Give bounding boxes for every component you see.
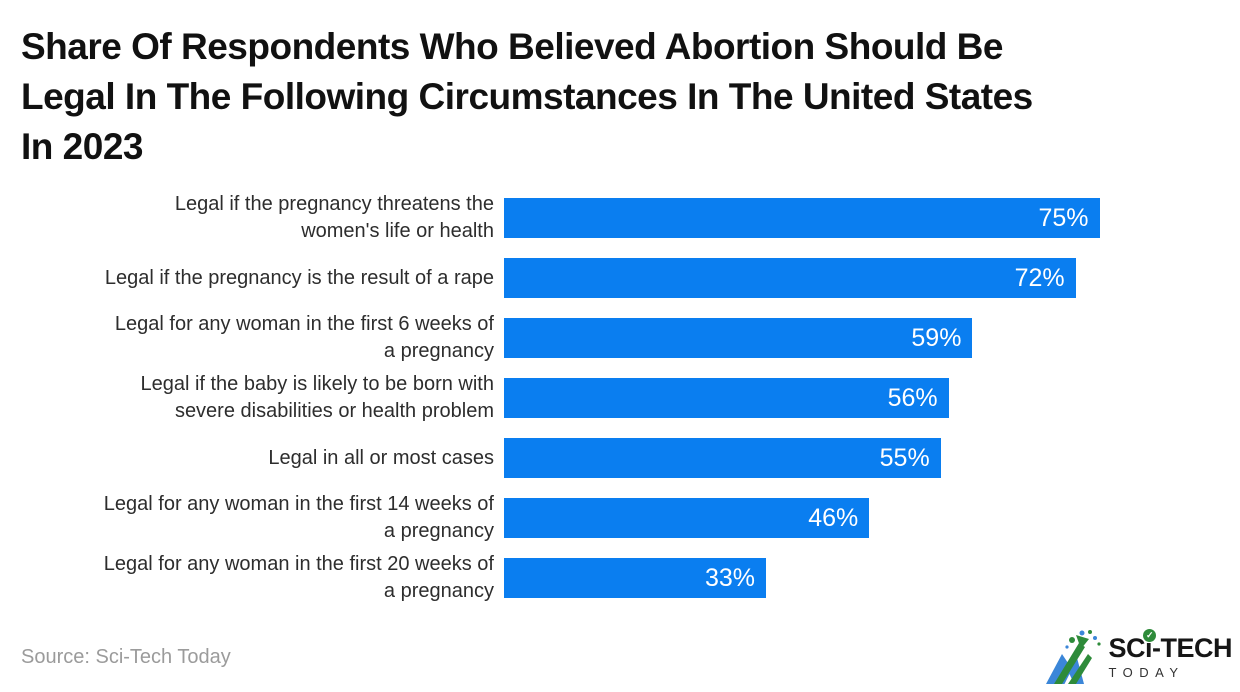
- chart-row: Legal for any woman in the first 6 weeks…: [0, 308, 1240, 368]
- category-label: Legal if the baby is likely to be born w…: [140, 373, 494, 422]
- bar-value-label: 75%: [1038, 203, 1089, 232]
- bar-value-label: 72%: [1014, 263, 1065, 292]
- chart-row: Legal for any woman in the first 14 week…: [0, 488, 1240, 548]
- chart-row: Legal in all or most cases 55%: [0, 428, 1240, 488]
- logo-name-sc: SC: [1108, 633, 1145, 663]
- category-label: Legal for any woman in the first 20 week…: [103, 553, 494, 602]
- bar-track: 56%: [504, 378, 1240, 418]
- bar-track: 72%: [504, 258, 1240, 298]
- page-title: Share Of Respondents Who Believed Aborti…: [21, 26, 1033, 167]
- chart-row: Legal if the pregnancy threatens the wom…: [0, 188, 1240, 248]
- logo-name: SC ✓ i-TECH: [1108, 629, 1233, 663]
- check-circle-icon: ✓: [1142, 629, 1156, 642]
- bar-chart: Legal if the pregnancy threatens the wom…: [0, 188, 1240, 608]
- bar: 33%: [504, 558, 767, 598]
- bar-track: 33%: [504, 558, 1240, 598]
- category-label: Legal if the pregnancy threatens the wom…: [174, 193, 494, 242]
- mountain-arrow-logo-icon: [1046, 630, 1102, 684]
- category-label: Legal if the pregnancy is the result of …: [104, 266, 494, 289]
- chart-row: Legal for any woman in the first 20 week…: [0, 548, 1240, 608]
- logo-name-tech: -TECH: [1152, 633, 1233, 663]
- bar-track: 59%: [504, 318, 1240, 358]
- bar-track: 55%: [504, 438, 1240, 478]
- bar-track: 46%: [504, 498, 1240, 538]
- bar: 75%: [504, 198, 1100, 238]
- bar-value-label: 56%: [887, 383, 938, 412]
- bar: 56%: [504, 378, 949, 418]
- bar: 46%: [504, 498, 870, 538]
- category-label: Legal in all or most cases: [268, 446, 494, 469]
- bar-value-label: 55%: [879, 443, 930, 472]
- bar: 59%: [504, 318, 973, 358]
- category-label: Legal for any woman in the first 14 week…: [103, 493, 494, 542]
- bar: 72%: [504, 258, 1076, 298]
- logo-name-i: ✓ i: [1142, 629, 1156, 662]
- scitech-today-logo: SC ✓ i-TECH TODAY: [1043, 627, 1233, 687]
- bar-value-label: 33%: [704, 563, 756, 592]
- logo-today: TODAY: [1108, 665, 1185, 680]
- source-text: Source: Sci-Tech Today: [21, 646, 231, 668]
- category-label: Legal for any woman in the first 6 weeks…: [114, 313, 494, 362]
- bar-track: 75%: [504, 198, 1240, 238]
- bar-value-label: 59%: [911, 323, 962, 352]
- chart-row: Legal if the baby is likely to be born w…: [0, 368, 1240, 428]
- bar-value-label: 46%: [808, 503, 859, 532]
- logo-text: SC ✓ i-TECH TODAY: [1108, 629, 1233, 680]
- chart-row: Legal if the pregnancy is the result of …: [0, 248, 1240, 308]
- bar: 55%: [504, 438, 941, 478]
